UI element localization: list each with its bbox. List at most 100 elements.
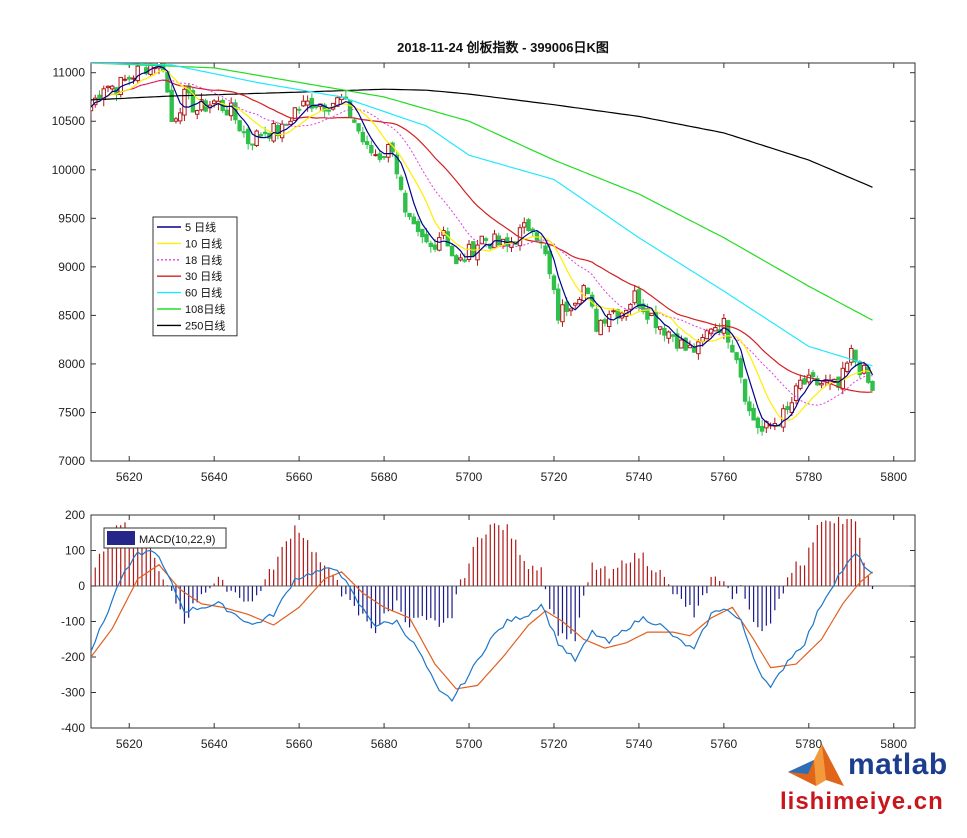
candle-body <box>386 144 391 158</box>
candle-body <box>573 302 578 306</box>
candle-body <box>335 97 340 107</box>
candle-body <box>262 131 268 135</box>
candle-body <box>411 216 417 225</box>
y-tick-label: -300 <box>61 686 85 700</box>
candle-body <box>309 97 315 109</box>
chart-title: 2018-11-24 创板指数 - 399006日K图 <box>397 40 609 55</box>
y-tick-label: 7000 <box>58 454 85 468</box>
legend-label: 108日线 <box>185 302 225 316</box>
candle-body <box>802 378 807 385</box>
candle-body <box>696 341 701 355</box>
y-tick-label: -100 <box>61 615 85 629</box>
candle-body <box>131 77 136 80</box>
ma18-line <box>91 78 873 406</box>
candle-body <box>449 245 455 257</box>
candle-body <box>738 358 744 378</box>
x-tick-label: 5800 <box>880 470 907 484</box>
candle-body <box>284 123 289 126</box>
candle-body <box>606 313 612 327</box>
y-tick-label: 11000 <box>53 66 86 80</box>
candle-body <box>301 100 306 107</box>
candle-body <box>369 145 374 154</box>
macd-legend-label: MACD(10,22,9) <box>139 534 215 546</box>
candle-body <box>245 128 251 145</box>
candle-body <box>352 119 357 123</box>
candle-body <box>751 407 756 421</box>
x-tick-label: 5760 <box>711 470 738 484</box>
candle-body <box>275 125 281 137</box>
x-tick-label: 5680 <box>371 737 398 751</box>
legend-label: 10 日线 <box>185 236 222 250</box>
candle-body <box>177 112 183 122</box>
y-tick-label: 10000 <box>52 163 86 177</box>
macd-legend-swatch <box>107 531 135 545</box>
candle-body <box>211 100 217 105</box>
candle-body <box>428 242 433 247</box>
macd-axis-ticks: 5620 5640 5660 5680 5700 5720 5740 5760 5780 5800… <box>61 508 915 751</box>
candle-body <box>394 154 400 175</box>
legend-label: 5 日线 <box>185 220 216 234</box>
y-tick-label: -200 <box>61 650 85 664</box>
legend-label: 250日线 <box>185 318 225 332</box>
x-tick-label: 5620 <box>116 470 143 484</box>
candle-body <box>424 233 429 243</box>
ma30-line <box>91 79 873 393</box>
candle-body <box>640 303 646 313</box>
candle-body <box>551 275 557 291</box>
candle-body <box>398 176 404 190</box>
candle-body <box>730 344 735 353</box>
price-plot-area <box>91 63 875 436</box>
candle-body <box>224 109 230 116</box>
x-tick-label: 5740 <box>626 737 653 751</box>
macd-plot-area <box>91 516 915 702</box>
candle-body <box>305 100 310 106</box>
candle-body <box>462 259 467 262</box>
candle-body <box>670 334 676 337</box>
candle-body <box>479 235 484 245</box>
candle-body <box>679 339 684 349</box>
candle-body <box>97 94 102 100</box>
candle-body <box>594 308 599 332</box>
y-tick-label: 9500 <box>58 211 85 225</box>
x-tick-label: 5720 <box>541 737 568 751</box>
watermark-logo-text: matlab <box>848 748 948 781</box>
y-tick-label: 8500 <box>58 308 85 322</box>
candle-body <box>381 156 387 159</box>
x-tick-label: 5720 <box>541 470 568 484</box>
candle-body <box>432 244 438 250</box>
candle-body <box>543 245 548 255</box>
candle-body <box>105 85 111 89</box>
candle-body <box>91 106 94 112</box>
candle-body <box>636 289 642 308</box>
candle-body <box>437 237 442 251</box>
y-tick-label: 10500 <box>52 114 86 128</box>
candle-body <box>598 319 603 336</box>
x-tick-label: 5660 <box>286 470 313 484</box>
y-tick-label: 0 <box>78 579 85 593</box>
candle-body <box>356 123 361 132</box>
candle-body <box>560 304 565 323</box>
candle-body <box>127 76 132 80</box>
candle-body <box>870 380 875 391</box>
candle-body <box>110 85 115 90</box>
candle-body <box>322 104 327 112</box>
y-tick-label: 200 <box>65 508 85 522</box>
y-tick-label: 100 <box>65 544 85 558</box>
candle-body <box>810 372 816 378</box>
candle-body <box>296 108 302 111</box>
candle-body <box>806 374 812 383</box>
candle-body <box>649 312 654 317</box>
candle-body <box>564 301 569 312</box>
y-tick-label: 7500 <box>58 405 85 419</box>
x-tick-label: 5700 <box>456 737 483 751</box>
candle-body <box>853 349 858 363</box>
x-tick-label: 5700 <box>456 470 483 484</box>
candle-body <box>611 310 616 313</box>
candle-body <box>666 331 671 339</box>
candle-body <box>228 102 234 117</box>
candle-body <box>403 192 408 213</box>
candle-body <box>819 382 824 386</box>
candle-body <box>254 130 259 146</box>
candle-body <box>407 212 412 218</box>
x-tick-label: 5640 <box>201 470 228 484</box>
